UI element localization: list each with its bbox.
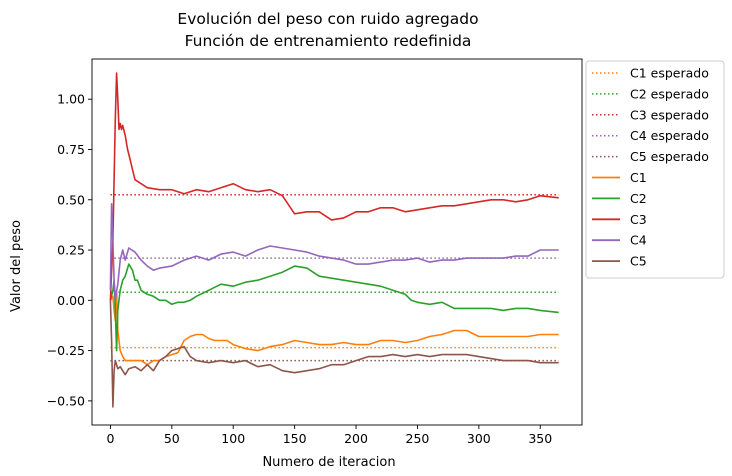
x-tick-label: 150 — [283, 431, 307, 446]
legend-label-c3: C3 — [630, 212, 647, 227]
y-tick-label: −0.50 — [47, 393, 85, 408]
y-tick-label: 0.50 — [57, 192, 85, 207]
chart-title-line-1: Evolución del peso con ruido agregado — [177, 10, 478, 28]
x-axis-label: Numero de iteracion — [262, 455, 395, 470]
y-axis-label: Valor del peso — [9, 220, 24, 312]
series-line-c3 — [109, 72, 559, 301]
x-tick-label: 0 — [106, 431, 114, 446]
y-tick-label: 0.25 — [57, 243, 85, 258]
series-line-c1 — [109, 289, 559, 366]
legend-label-c3-esperado: C3 esperado — [630, 107, 709, 122]
legend-box — [585, 60, 725, 279]
chart-title-line-2: Función de entrenamiento redefinida — [185, 32, 472, 50]
plot-frame — [91, 58, 583, 426]
legend-label-c1: C1 — [630, 170, 647, 185]
x-tick-label: 100 — [221, 431, 245, 446]
legend-label-c5-esperado: C5 esperado — [630, 149, 709, 164]
y-tick-label: 0.75 — [57, 142, 85, 157]
legend: C1 esperado C2 esperado C3 esperado C4 espe… — [585, 60, 725, 279]
axes: 0 50 100 150 200 250 300 350 −0.50 −0.25 0.00 0.25 0… — [47, 58, 583, 446]
legend-label-c1-esperado: C1 esperado — [630, 66, 709, 81]
x-tick-label: 350 — [528, 431, 552, 446]
legend-label-c4: C4 — [630, 233, 647, 248]
y-tick-label: 1.00 — [57, 92, 85, 107]
y-tick-label: −0.25 — [47, 343, 85, 358]
legend-label-c5: C5 — [630, 254, 647, 269]
legend-label-c2: C2 — [630, 191, 647, 206]
series-line-c2 — [109, 263, 559, 352]
series-line-c5 — [109, 300, 559, 408]
x-tick-label: 250 — [406, 431, 430, 446]
y-tick-label: 0.00 — [57, 293, 85, 308]
legend-label-c4-esperado: C4 esperado — [630, 128, 709, 143]
series-line-c4 — [109, 203, 559, 302]
x-tick-label: 50 — [164, 431, 180, 446]
x-tick-label: 300 — [467, 431, 491, 446]
plot-clip-group — [109, 72, 559, 408]
x-tick-label: 200 — [344, 431, 368, 446]
plot-area — [109, 72, 559, 408]
legend-label-c2-esperado: C2 esperado — [630, 86, 709, 101]
